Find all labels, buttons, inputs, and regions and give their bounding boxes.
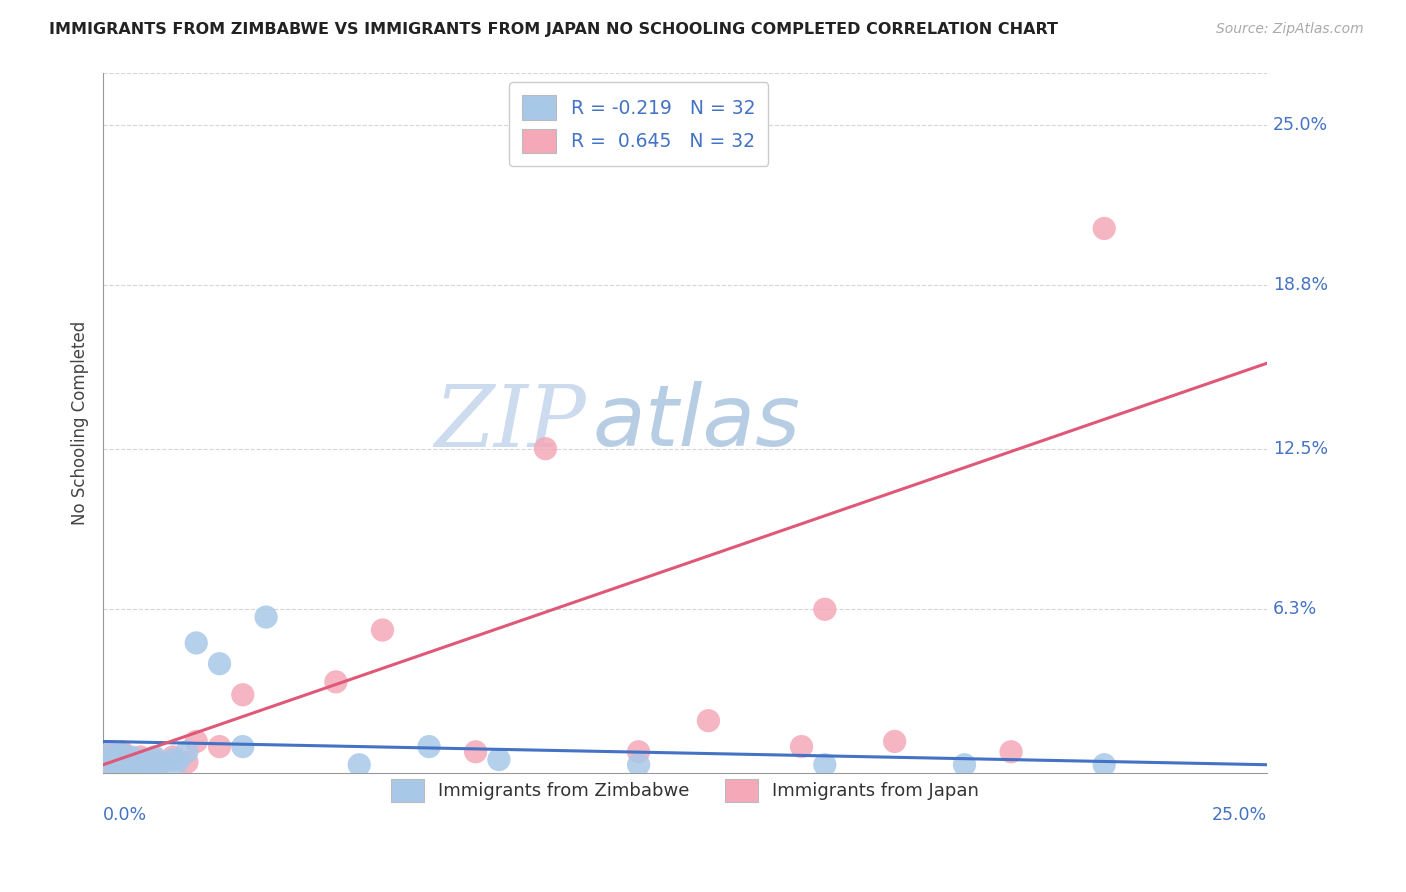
- Point: [176, 755, 198, 769]
- Point: [134, 755, 156, 769]
- Point: [162, 753, 184, 767]
- Point: [111, 755, 134, 769]
- Text: 12.5%: 12.5%: [1272, 440, 1329, 458]
- Point: [120, 755, 142, 769]
- Point: [254, 610, 277, 624]
- Point: [101, 745, 124, 759]
- Text: 6.3%: 6.3%: [1272, 600, 1317, 618]
- Point: [101, 745, 124, 759]
- Point: [627, 745, 650, 759]
- Point: [125, 755, 148, 769]
- Text: Source: ZipAtlas.com: Source: ZipAtlas.com: [1216, 22, 1364, 37]
- Point: [534, 442, 557, 456]
- Point: [883, 734, 905, 748]
- Point: [347, 757, 370, 772]
- Point: [143, 750, 166, 764]
- Point: [232, 688, 254, 702]
- Point: [208, 739, 231, 754]
- Point: [152, 757, 174, 772]
- Point: [186, 636, 208, 650]
- Point: [418, 739, 440, 754]
- Point: [208, 657, 231, 671]
- Point: [134, 753, 156, 767]
- Point: [115, 753, 138, 767]
- Point: [105, 757, 128, 772]
- Point: [232, 739, 254, 754]
- Legend: Immigrants from Zimbabwe, Immigrants from Japan: Immigrants from Zimbabwe, Immigrants fro…: [384, 772, 987, 809]
- Point: [697, 714, 720, 728]
- Point: [138, 757, 160, 772]
- Point: [148, 755, 170, 769]
- Point: [488, 753, 510, 767]
- Y-axis label: No Schooling Completed: No Schooling Completed: [72, 320, 89, 524]
- Point: [371, 623, 394, 637]
- Point: [125, 757, 148, 772]
- Point: [1092, 221, 1115, 235]
- Text: IMMIGRANTS FROM ZIMBABWE VS IMMIGRANTS FROM JAPAN NO SCHOOLING COMPLETED CORRELA: IMMIGRANTS FROM ZIMBABWE VS IMMIGRANTS F…: [49, 22, 1059, 37]
- Point: [790, 739, 813, 754]
- Text: 25.0%: 25.0%: [1212, 806, 1267, 824]
- Point: [105, 750, 128, 764]
- Point: [186, 734, 208, 748]
- Point: [1000, 745, 1022, 759]
- Point: [105, 757, 128, 772]
- Point: [105, 747, 128, 762]
- Point: [129, 757, 152, 772]
- Point: [115, 757, 138, 772]
- Point: [101, 753, 124, 767]
- Text: atlas: atlas: [592, 381, 800, 464]
- Point: [953, 757, 976, 772]
- Point: [111, 747, 134, 762]
- Text: ZIP: ZIP: [434, 382, 586, 464]
- Point: [120, 750, 142, 764]
- Point: [627, 757, 650, 772]
- Text: 0.0%: 0.0%: [103, 806, 148, 824]
- Point: [129, 750, 152, 764]
- Point: [115, 757, 138, 772]
- Point: [814, 757, 837, 772]
- Point: [176, 745, 198, 759]
- Point: [166, 755, 188, 769]
- Point: [97, 757, 120, 772]
- Point: [101, 753, 124, 767]
- Text: 25.0%: 25.0%: [1272, 116, 1329, 134]
- Point: [120, 757, 142, 772]
- Point: [814, 602, 837, 616]
- Point: [115, 750, 138, 764]
- Point: [464, 745, 486, 759]
- Point: [1092, 757, 1115, 772]
- Point: [148, 757, 170, 772]
- Text: 18.8%: 18.8%: [1272, 277, 1329, 294]
- Point: [138, 757, 160, 772]
- Point: [97, 757, 120, 772]
- Point: [143, 753, 166, 767]
- Point: [162, 750, 184, 764]
- Point: [111, 745, 134, 759]
- Point: [325, 674, 347, 689]
- Point: [111, 753, 134, 767]
